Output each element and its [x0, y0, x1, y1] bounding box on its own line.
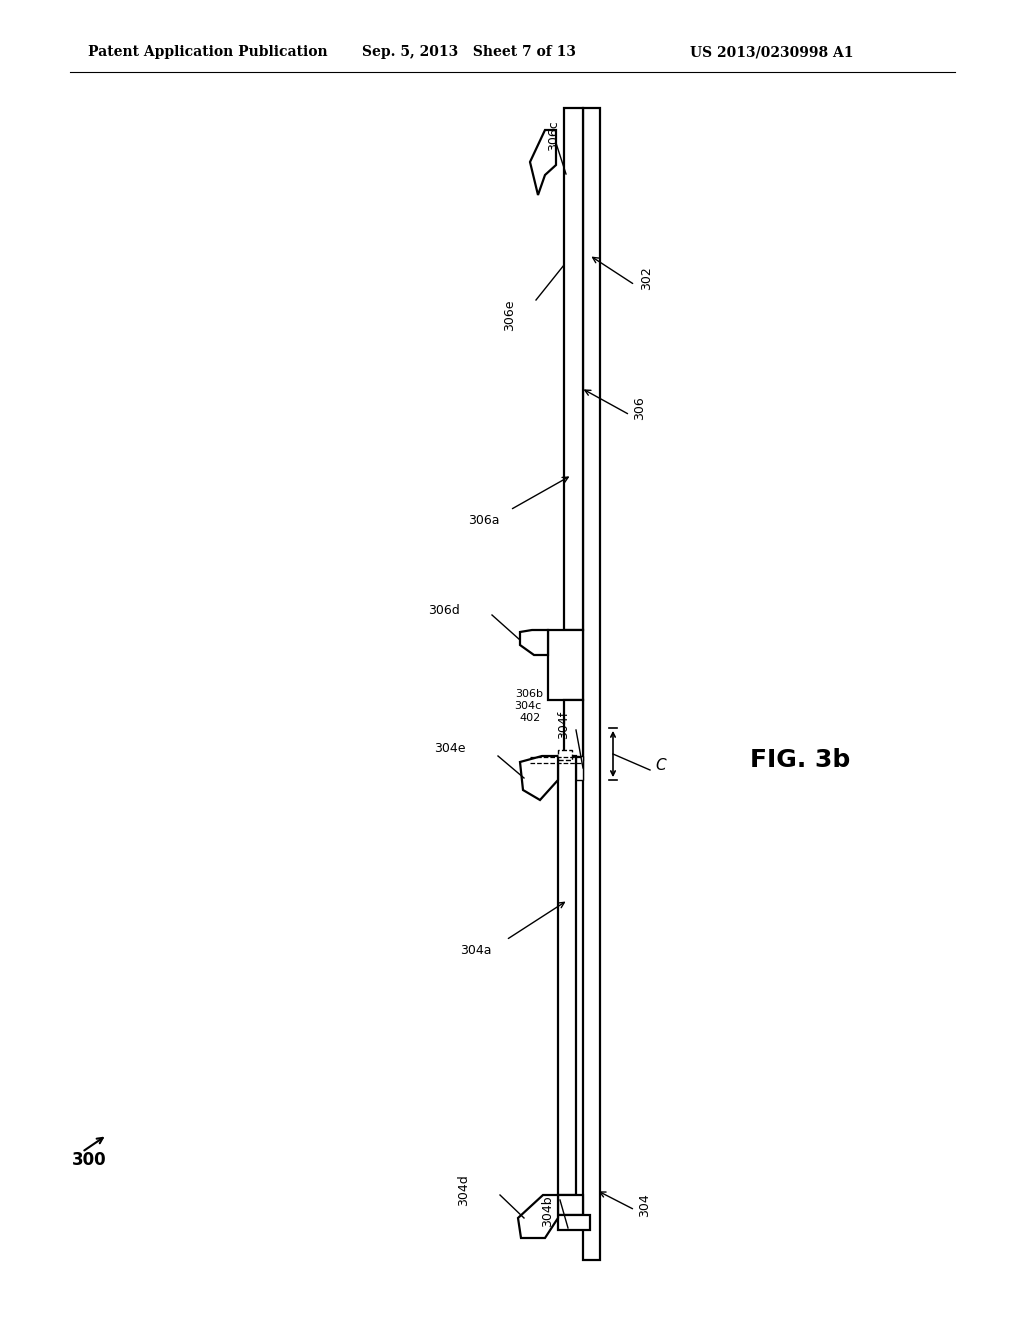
Text: 306b: 306b	[515, 689, 543, 700]
Text: 304d: 304d	[457, 1173, 470, 1206]
Text: 306c: 306c	[548, 120, 560, 150]
Text: 306d: 306d	[428, 603, 460, 616]
Text: US 2013/0230998 A1: US 2013/0230998 A1	[690, 45, 853, 59]
Text: 304e: 304e	[434, 742, 466, 755]
Text: 304c: 304c	[514, 701, 541, 711]
Bar	[575, 756, 583, 780]
Text: 304b: 304b	[542, 1195, 555, 1226]
Polygon shape	[530, 129, 556, 195]
Bar	[564, 108, 583, 630]
Polygon shape	[520, 756, 558, 800]
Bar	[583, 108, 600, 1261]
Bar	[558, 1214, 590, 1230]
Text: 402: 402	[520, 713, 541, 723]
Polygon shape	[520, 630, 548, 655]
Text: Patent Application Publication: Patent Application Publication	[88, 45, 328, 59]
Polygon shape	[518, 1195, 558, 1238]
Text: Sep. 5, 2013   Sheet 7 of 13: Sep. 5, 2013 Sheet 7 of 13	[362, 45, 575, 59]
Text: 304: 304	[638, 1193, 651, 1217]
Bar	[558, 1195, 583, 1214]
Text: 306: 306	[633, 396, 646, 420]
Text: FIG. 3b: FIG. 3b	[750, 748, 850, 772]
Bar	[558, 756, 575, 1195]
Text: C: C	[655, 758, 666, 772]
Text: 302: 302	[640, 267, 653, 290]
Text: 304f: 304f	[557, 711, 570, 739]
Bar	[548, 630, 583, 700]
Text: 306a: 306a	[468, 513, 500, 527]
Text: 300: 300	[72, 1151, 106, 1170]
Text: 306e: 306e	[503, 300, 516, 331]
Bar	[564, 700, 583, 760]
Bar	[558, 750, 572, 760]
Text: 304a: 304a	[460, 944, 492, 957]
